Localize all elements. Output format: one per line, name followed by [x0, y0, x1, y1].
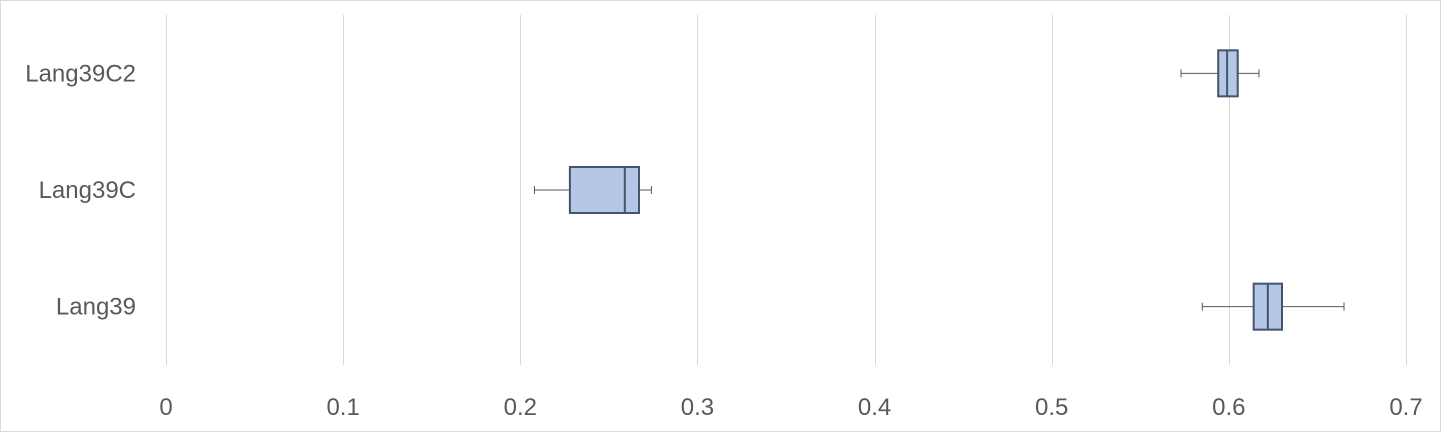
x-tick-label: 0.6 — [1212, 394, 1245, 421]
x-tick-label: 0.3 — [681, 394, 714, 421]
category-label: Lang39 — [56, 294, 136, 321]
box-plots — [533, 49, 1345, 331]
box-plot-lang39c — [533, 166, 652, 214]
x-tick-label: 0.4 — [858, 394, 891, 421]
category-labels: Lang39C2 Lang39C Lang39 — [25, 60, 136, 320]
box-plot-lang39 — [1201, 282, 1345, 331]
x-tick-label: 0.2 — [504, 394, 537, 421]
x-tick-label: 0.7 — [1389, 394, 1422, 421]
x-axis-tick-labels: 0 0.1 0.2 0.3 0.4 0.5 0.6 0.7 — [159, 394, 1422, 421]
x-tick-label: 0.5 — [1035, 394, 1068, 421]
category-label: Lang39C2 — [25, 60, 136, 87]
x-tick-label: 0 — [159, 394, 172, 421]
category-label: Lang39C — [39, 177, 136, 204]
box-plot-lang39c2 — [1180, 49, 1260, 98]
box-iqr — [568, 166, 640, 214]
x-tick-label: 0.1 — [326, 394, 359, 421]
